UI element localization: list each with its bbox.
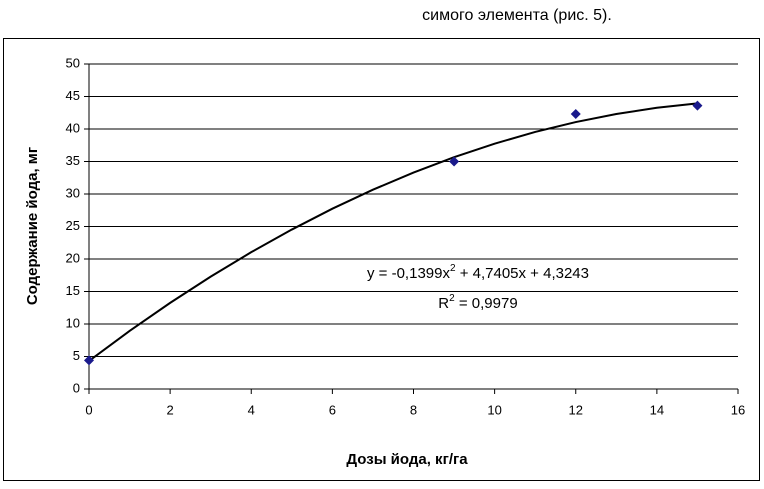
x-axis-label: Дозы йода, кг/га bbox=[346, 451, 468, 468]
y-tick-label: 5 bbox=[73, 348, 80, 363]
y-tick-label: 25 bbox=[66, 218, 80, 233]
x-tick-label: 0 bbox=[85, 402, 92, 417]
r2-part: = 0,9979 bbox=[455, 295, 518, 312]
x-tick-label: 2 bbox=[167, 402, 174, 417]
y-tick-label: 20 bbox=[66, 250, 80, 265]
y-axis-label: Содержание йода, мг bbox=[24, 147, 41, 305]
y-tick-label: 50 bbox=[66, 55, 80, 70]
r-squared: R2 = 0,9979 bbox=[438, 293, 517, 312]
x-tick-label: 6 bbox=[329, 402, 336, 417]
y-tick-label: 35 bbox=[66, 153, 80, 168]
x-tick-label: 16 bbox=[731, 402, 745, 417]
y-tick-label: 15 bbox=[66, 283, 80, 298]
document-text: симого элемента (рис. 5). bbox=[422, 7, 612, 24]
trend-equation: y = -0,1399x2 + 4,7405x + 4,3243 bbox=[367, 263, 589, 282]
eq-sup: 2 bbox=[450, 263, 456, 274]
data-point bbox=[449, 156, 460, 167]
y-tick-label: 40 bbox=[66, 120, 80, 135]
chart-border bbox=[3, 38, 760, 481]
trendline bbox=[88, 102, 698, 362]
data-point bbox=[570, 109, 581, 120]
x-tick-label: 4 bbox=[248, 402, 255, 417]
r2-sup: 2 bbox=[449, 293, 455, 304]
eq-part: + 4,7405x + 4,3243 bbox=[456, 265, 589, 282]
x-tick-label: 8 bbox=[410, 402, 417, 417]
x-tick-label: 12 bbox=[569, 402, 583, 417]
y-tick-label: 10 bbox=[66, 315, 80, 330]
x-tick-label: 14 bbox=[650, 402, 664, 417]
y-tick-label: 45 bbox=[66, 88, 80, 103]
x-tick-label: 10 bbox=[487, 402, 501, 417]
eq-part: y = -0,1399x bbox=[367, 265, 450, 282]
y-tick-label: 0 bbox=[73, 380, 80, 395]
y-tick-label: 30 bbox=[66, 185, 80, 200]
r2-part: R bbox=[438, 295, 449, 312]
data-point bbox=[692, 100, 703, 111]
data-point bbox=[84, 355, 94, 366]
